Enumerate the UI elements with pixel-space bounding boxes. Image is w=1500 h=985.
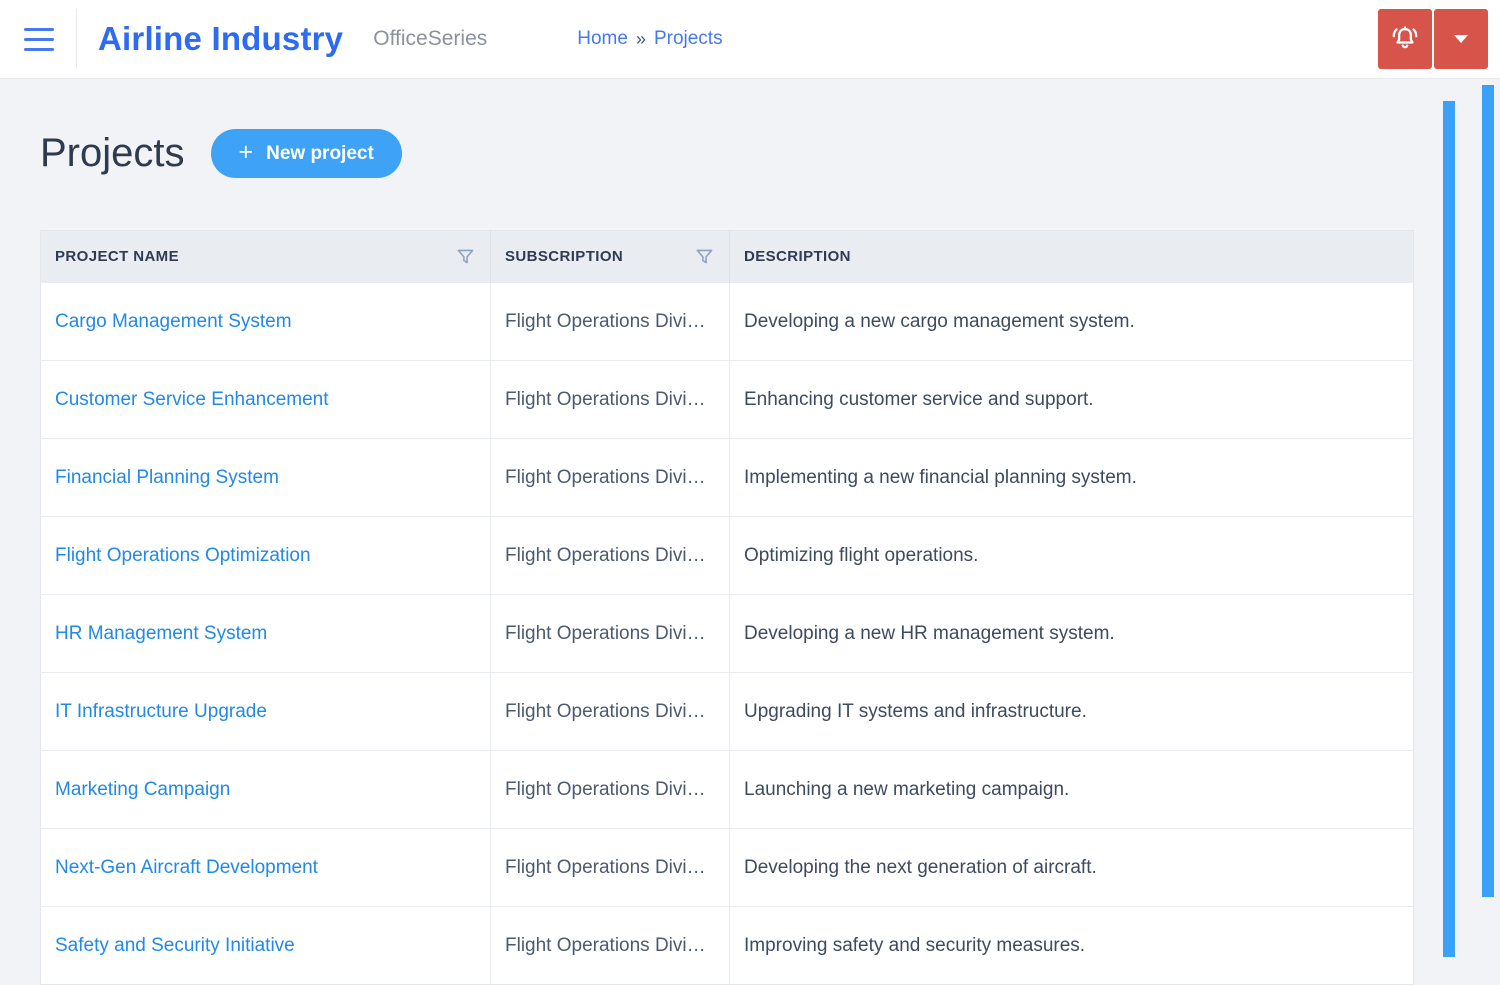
subscription-cell: Flight Operations Divi… xyxy=(490,438,730,517)
header-divider xyxy=(76,9,77,69)
new-project-label: New project xyxy=(266,142,374,164)
description-cell: Implementing a new financial planning sy… xyxy=(729,438,1414,517)
table-row: IT Infrastructure Upgrade Flight Operati… xyxy=(40,672,1414,751)
project-name-cell: Flight Operations Optimization xyxy=(40,516,491,595)
description-cell: Optimizing flight operations. xyxy=(729,516,1414,595)
breadcrumb-home-link[interactable]: Home xyxy=(577,28,628,49)
column-header-project-name: PROJECT NAME xyxy=(40,230,491,283)
subscription-cell: Flight Operations Divi… xyxy=(490,828,730,907)
project-link[interactable]: Financial Planning System xyxy=(55,466,279,488)
project-name-cell: Cargo Management System xyxy=(40,282,491,361)
filter-icon[interactable] xyxy=(455,246,476,267)
column-header-subscription: SUBSCRIPTION xyxy=(490,230,730,283)
project-link[interactable]: Next-Gen Aircraft Development xyxy=(55,856,318,878)
inner-scrollbar-thumb[interactable] xyxy=(1443,101,1455,957)
project-link[interactable]: Marketing Campaign xyxy=(55,778,231,800)
table-row: Next-Gen Aircraft Development Flight Ope… xyxy=(40,828,1414,907)
table-row: Cargo Management System Flight Operation… xyxy=(40,282,1414,361)
breadcrumb-current-link[interactable]: Projects xyxy=(653,28,723,49)
table-row: Flight Operations Optimization Flight Op… xyxy=(40,516,1414,595)
table-row: HR Management System Flight Operations D… xyxy=(40,594,1414,673)
description-cell: Developing the next generation of aircra… xyxy=(729,828,1414,907)
description-cell: Developing a new cargo management system… xyxy=(729,282,1414,361)
project-name-cell: HR Management System xyxy=(40,594,491,673)
project-link[interactable]: Customer Service Enhancement xyxy=(55,388,329,410)
account-dropdown-button[interactable] xyxy=(1434,9,1488,69)
description-cell: Developing a new HR management system. xyxy=(729,594,1414,673)
column-label: PROJECT NAME xyxy=(55,248,179,265)
column-label: SUBSCRIPTION xyxy=(505,248,624,265)
project-name-cell: Marketing Campaign xyxy=(40,750,491,829)
column-label: DESCRIPTION xyxy=(744,248,851,265)
app-title: Airline Industry xyxy=(98,20,344,57)
outer-scrollbar-thumb[interactable] xyxy=(1482,85,1494,897)
menu-hamburger-icon[interactable] xyxy=(24,27,54,51)
page-head: Projects + New project xyxy=(40,129,1500,178)
subscription-cell: Flight Operations Divi… xyxy=(490,360,730,439)
top-bar: Airline Industry OfficeSeries Home » Pro… xyxy=(0,0,1500,79)
header-actions xyxy=(1378,9,1488,69)
project-link[interactable]: Cargo Management System xyxy=(55,310,292,332)
table-row: Customer Service Enhancement Flight Oper… xyxy=(40,360,1414,439)
column-header-description: DESCRIPTION xyxy=(729,230,1414,283)
project-name-cell: Next-Gen Aircraft Development xyxy=(40,828,491,907)
breadcrumb: Home » Projects xyxy=(577,28,722,50)
project-name-cell: Customer Service Enhancement xyxy=(40,360,491,439)
subscription-cell: Flight Operations Divi… xyxy=(490,516,730,595)
new-project-button[interactable]: + New project xyxy=(210,129,402,178)
table-row: Marketing Campaign Flight Operations Div… xyxy=(40,750,1414,829)
project-link[interactable]: IT Infrastructure Upgrade xyxy=(55,700,267,722)
chevron-down-icon xyxy=(1454,35,1468,43)
table-row: Financial Planning System Flight Operati… xyxy=(40,438,1414,517)
notifications-button[interactable] xyxy=(1378,9,1432,69)
project-name-cell: Financial Planning System xyxy=(40,438,491,517)
project-link[interactable]: Flight Operations Optimization xyxy=(55,544,311,566)
project-name-cell: Safety and Security Initiative xyxy=(40,906,491,985)
subscription-cell: Flight Operations Divi… xyxy=(490,906,730,985)
plus-icon: + xyxy=(238,138,254,166)
table-row: Safety and Security Initiative Flight Op… xyxy=(40,906,1414,985)
project-link[interactable]: HR Management System xyxy=(55,622,268,644)
projects-table: PROJECT NAME SUBSCRIPTION DESCRIPTION xyxy=(40,230,1414,985)
bell-icon xyxy=(1389,23,1421,55)
filter-icon[interactable] xyxy=(694,246,715,267)
breadcrumb-separator: » xyxy=(635,28,646,49)
projects-table-body: Cargo Management System Flight Operation… xyxy=(40,282,1414,985)
subscription-cell: Flight Operations Divi… xyxy=(490,672,730,751)
subscription-cell: Flight Operations Divi… xyxy=(490,750,730,829)
project-link[interactable]: Safety and Security Initiative xyxy=(55,934,295,956)
subscription-cell: Flight Operations Divi… xyxy=(490,594,730,673)
description-cell: Launching a new marketing campaign. xyxy=(729,750,1414,829)
suite-label: OfficeSeries xyxy=(373,27,488,50)
description-cell: Enhancing customer service and support. xyxy=(729,360,1414,439)
subscription-cell: Flight Operations Divi… xyxy=(490,282,730,361)
project-name-cell: IT Infrastructure Upgrade xyxy=(40,672,491,751)
description-cell: Upgrading IT systems and infrastructure. xyxy=(729,672,1414,751)
page-title: Projects xyxy=(40,131,185,175)
projects-table-header: PROJECT NAME SUBSCRIPTION DESCRIPTION xyxy=(40,230,1414,283)
description-cell: Improving safety and security measures. xyxy=(729,906,1414,985)
